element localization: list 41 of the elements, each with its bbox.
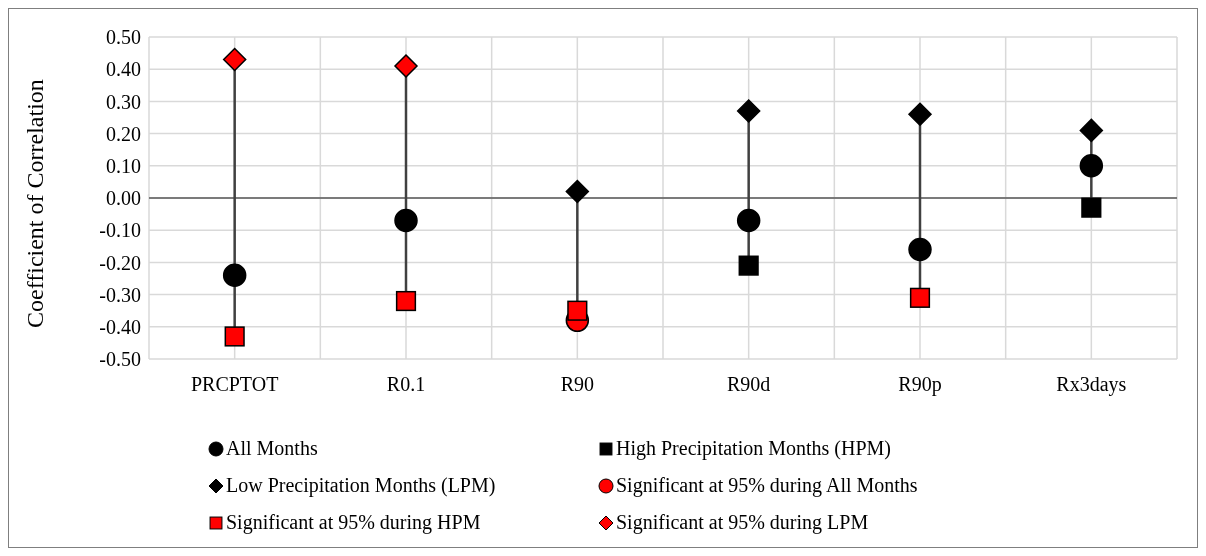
y-tick-label: -0.30 xyxy=(99,283,141,306)
point xyxy=(1081,197,1102,218)
y-tick-label: -0.50 xyxy=(99,348,141,371)
point xyxy=(908,102,932,127)
legend-label: Significant at 95% during LPM xyxy=(615,511,870,534)
x-tick-label: R90p xyxy=(898,373,942,397)
legend-label: Significant at 95% during HPM xyxy=(225,511,482,534)
point xyxy=(909,287,931,308)
y-tick-label: 0.40 xyxy=(106,58,141,81)
point xyxy=(736,99,761,123)
legend-label: Low Precipitation Months (LPM) xyxy=(225,474,497,497)
y-axis-title: Coefficient of Correlation xyxy=(21,79,48,328)
x-tick-label: PRCPTOT xyxy=(190,373,279,396)
point xyxy=(1079,154,1104,178)
point xyxy=(222,47,247,72)
y-tick-label: -0.20 xyxy=(99,251,141,274)
y-tick-label: 0.20 xyxy=(106,122,141,145)
legend-label: Significant at 95% during All Months xyxy=(615,474,919,497)
legend-label: High Precipitation Months (HPM) xyxy=(615,437,892,460)
y-tick-label: -0.10 xyxy=(99,219,141,242)
y-tick-label: 0.50 xyxy=(106,26,141,49)
point xyxy=(908,237,932,262)
x-tick-label: R0.1 xyxy=(386,373,426,396)
point xyxy=(394,208,418,233)
point xyxy=(738,255,759,276)
y-tick-label: -0.40 xyxy=(99,315,141,338)
y-tick-label: 0.30 xyxy=(106,90,141,113)
point xyxy=(394,54,418,78)
legend-label: All Months xyxy=(225,437,319,460)
point xyxy=(567,300,588,321)
point xyxy=(736,208,761,233)
point xyxy=(224,326,245,347)
point xyxy=(222,263,247,288)
y-tick-label: 0.00 xyxy=(106,187,141,210)
x-tick-label: Rx3days xyxy=(1056,373,1127,397)
point xyxy=(1079,118,1104,143)
x-tick-label: R90 xyxy=(560,373,595,396)
point xyxy=(395,290,417,312)
x-tick-label: R90d xyxy=(726,373,771,396)
y-tick-label: 0.10 xyxy=(106,154,141,177)
point xyxy=(565,179,590,204)
